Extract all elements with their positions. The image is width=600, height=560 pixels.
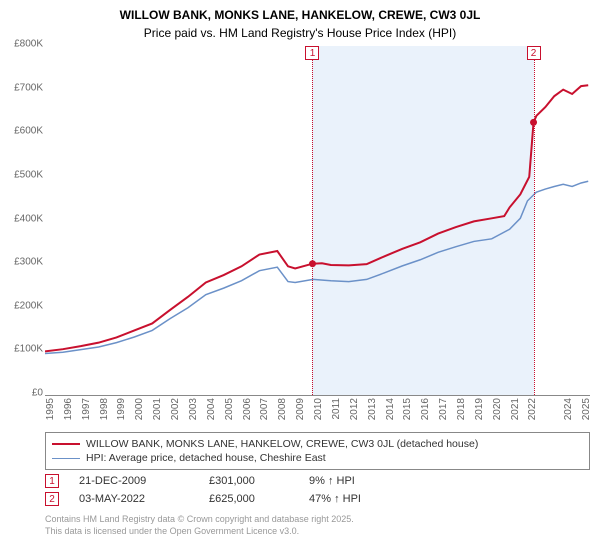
- x-tick-label: 2017: [438, 398, 449, 420]
- event-price: £625,000: [209, 493, 289, 505]
- copyright-line: Contains HM Land Registry data © Crown c…: [45, 514, 590, 526]
- x-tick-label: 2013: [367, 398, 378, 420]
- y-tick-label: £700K: [14, 82, 43, 93]
- x-tick-label: 2011: [331, 398, 342, 420]
- x-tick-label: 2016: [420, 398, 431, 420]
- legend-swatch: [52, 443, 80, 445]
- y-tick-label: £100K: [14, 344, 43, 355]
- series-line: [45, 85, 588, 351]
- x-tick-label: 2003: [188, 398, 199, 420]
- x-tick-label: 2019: [474, 398, 485, 420]
- y-tick-label: £600K: [14, 126, 43, 137]
- y-tick-label: £200K: [14, 300, 43, 311]
- x-tick-label: 2022: [527, 398, 538, 420]
- event-marker: 2: [527, 46, 541, 60]
- chart-plot-area: 12: [45, 46, 590, 396]
- x-tick-label: 2020: [492, 398, 503, 420]
- x-tick-label: 2014: [385, 398, 396, 420]
- x-tick-label: 2005: [224, 398, 235, 420]
- x-tick-label: 2004: [206, 398, 217, 420]
- x-tick-label: 2008: [277, 398, 288, 420]
- x-tick-label: 2012: [349, 398, 360, 420]
- legend: WILLOW BANK, MONKS LANE, HANKELOW, CREWE…: [45, 432, 590, 470]
- legend-label: HPI: Average price, detached house, Ches…: [86, 452, 326, 464]
- copyright: Contains HM Land Registry data © Crown c…: [45, 514, 590, 537]
- x-tick-label: 2021: [510, 398, 521, 420]
- x-tick-label: 2006: [242, 398, 253, 420]
- legend-item: WILLOW BANK, MONKS LANE, HANKELOW, CREWE…: [52, 437, 583, 451]
- event-row: 1 21-DEC-2009 £301,000 9% ↑ HPI: [45, 472, 590, 490]
- x-tick-label: 1997: [81, 398, 92, 420]
- x-tick-label: 1996: [63, 398, 74, 420]
- event-row: 2 03-MAY-2022 £625,000 47% ↑ HPI: [45, 490, 590, 508]
- x-tick-label: 2025: [581, 398, 592, 420]
- event-marker: 1: [305, 46, 319, 60]
- series-line: [45, 181, 588, 353]
- legend-item: HPI: Average price, detached house, Ches…: [52, 451, 583, 465]
- events-table: 1 21-DEC-2009 £301,000 9% ↑ HPI 2 03-MAY…: [45, 472, 590, 508]
- x-tick-label: 2009: [295, 398, 306, 420]
- chart-lines-svg: [45, 46, 590, 395]
- x-tick-label: 1995: [45, 398, 56, 420]
- x-tick-label: 1998: [99, 398, 110, 420]
- chart-title: WILLOW BANK, MONKS LANE, HANKELOW, CREWE…: [0, 0, 600, 26]
- x-tick-label: 2001: [152, 398, 163, 420]
- y-tick-label: £300K: [14, 257, 43, 268]
- chart-subtitle: Price paid vs. HM Land Registry's House …: [0, 26, 600, 46]
- x-tick-label: 1999: [116, 398, 127, 420]
- event-date: 21-DEC-2009: [79, 475, 189, 487]
- y-tick-label: £500K: [14, 169, 43, 180]
- y-axis: £0£100K£200K£300K£400K£500K£600K£700K£80…: [0, 44, 45, 394]
- x-tick-label: 2000: [134, 398, 145, 420]
- x-tick-label: 2024: [563, 398, 574, 420]
- legend-swatch: [52, 458, 80, 459]
- copyright-line: This data is licensed under the Open Gov…: [45, 526, 590, 538]
- x-tick-label: 2018: [456, 398, 467, 420]
- event-pct: 9% ↑ HPI: [309, 475, 355, 487]
- event-number-box: 2: [45, 492, 59, 506]
- event-price: £301,000: [209, 475, 289, 487]
- y-tick-label: £800K: [14, 39, 43, 50]
- legend-label: WILLOW BANK, MONKS LANE, HANKELOW, CREWE…: [86, 438, 478, 450]
- y-tick-label: £400K: [14, 213, 43, 224]
- event-pct: 47% ↑ HPI: [309, 493, 361, 505]
- event-vline: [534, 46, 535, 395]
- y-tick-label: £0: [32, 388, 43, 399]
- x-axis: 1995 1996 1997 1998 1999 2000 2001 2002 2003 2004…: [45, 396, 590, 428]
- event-date: 03-MAY-2022: [79, 493, 189, 505]
- x-tick-label: 2015: [402, 398, 413, 420]
- x-tick-label: 2010: [313, 398, 324, 420]
- event-vline: [312, 46, 313, 395]
- x-tick-label: 2007: [259, 398, 270, 420]
- x-tick-label: 2002: [170, 398, 181, 420]
- event-number-box: 1: [45, 474, 59, 488]
